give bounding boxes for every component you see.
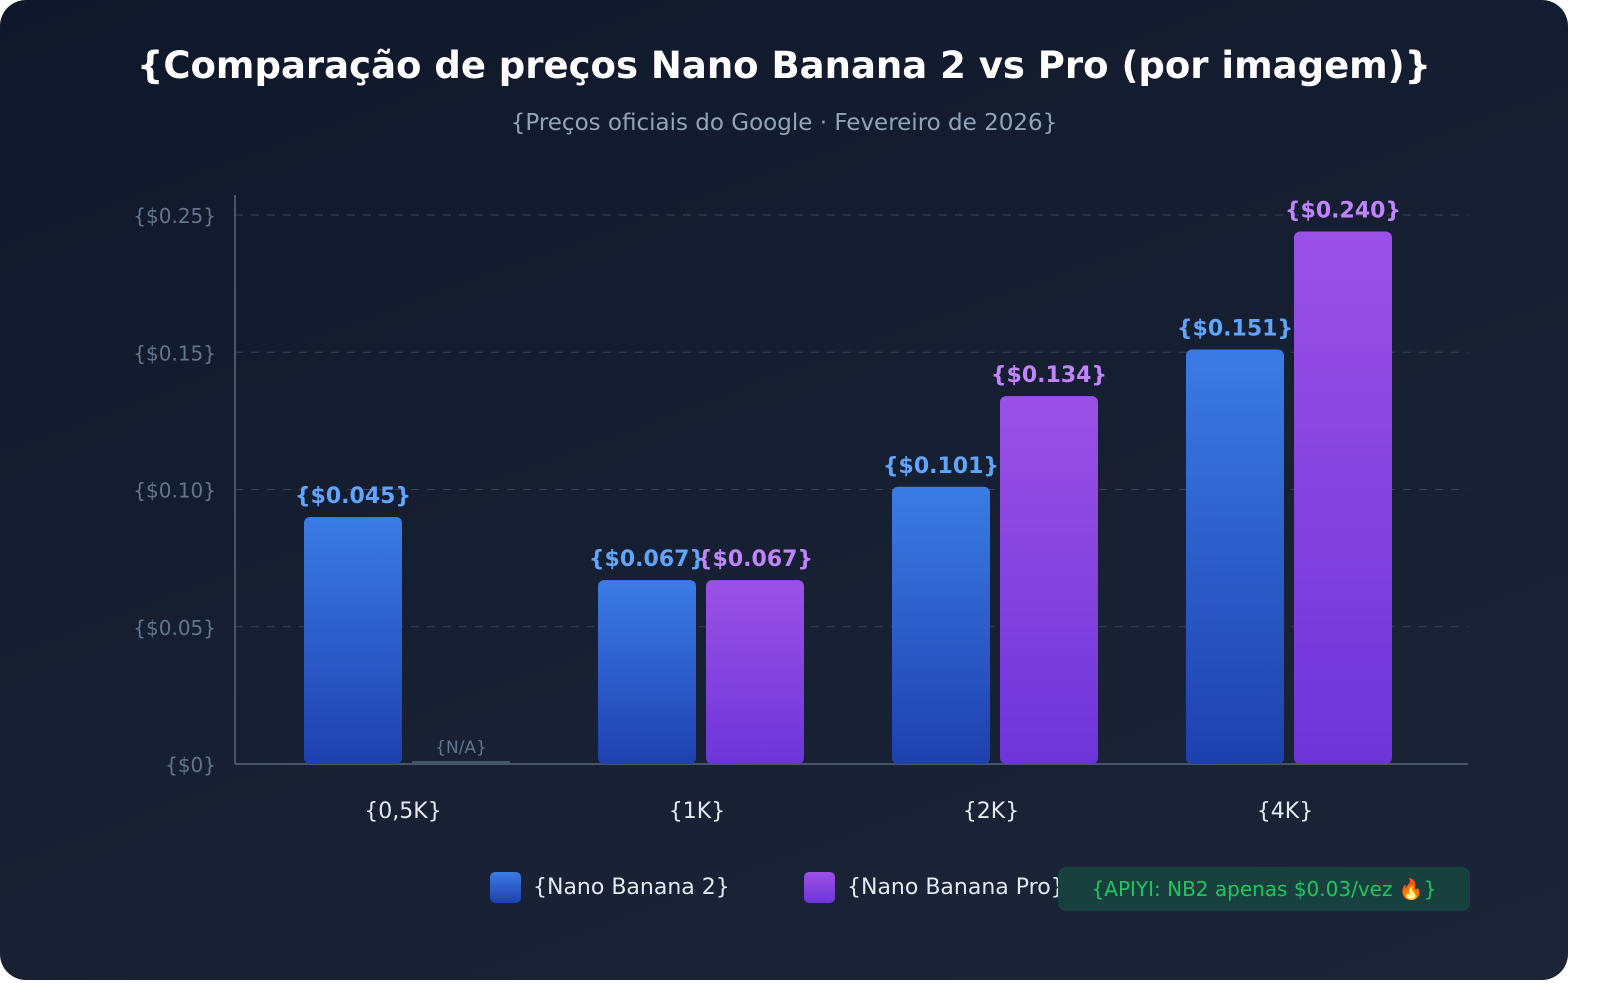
chart-title: {Comparação de preços Nano Banana 2 vs P… (137, 44, 1431, 87)
bar-label: {$0.151} (1177, 317, 1293, 342)
bar (1294, 231, 1392, 765)
apiyi-annotation: {APIYI: NB2 apenas $0.03/vez 🔥} (1058, 867, 1470, 911)
bar (1186, 349, 1284, 764)
bar (892, 486, 990, 764)
legend-label: {Nano Banana 2} (533, 875, 730, 900)
bar-label: {$0.067} (697, 547, 813, 572)
chart-card: {Comparação de preços Nano Banana 2 vs P… (0, 0, 1568, 980)
y-tick-label: {$0.05} (133, 616, 216, 640)
legend-item-nano-banana-2: {Nano Banana 2} (490, 872, 730, 903)
legend-item-nano-banana-pro: {Nano Banana Pro} (804, 872, 1065, 903)
bar-label: {$0.067} (589, 547, 705, 572)
bar (706, 580, 804, 764)
y-tick-label: {$0.10} (133, 479, 216, 503)
x-tick-label: {2K} (963, 799, 1019, 824)
bar (304, 516, 402, 764)
legend-swatch (804, 872, 835, 903)
bar-label: {$0.240} (1285, 198, 1401, 223)
legend-label: {Nano Banana Pro} (847, 875, 1065, 900)
x-tick-label: {0,5K} (364, 799, 441, 824)
y-tick-label: {$0.25} (133, 204, 216, 228)
y-tick-label: {$0} (165, 753, 216, 777)
chart-subtitle: {Preços oficiais do Google · Fevereiro d… (510, 110, 1058, 136)
bar-label: {$0.134} (991, 363, 1107, 388)
bar-chart: {$0} {$0.05} {$0.10} {$0.15} {$0.25} {0,5K} {$… (133, 195, 1468, 824)
bar (1000, 396, 1098, 764)
bar-label: {$0.045} (295, 484, 411, 509)
x-tick-label: {4K} (1257, 799, 1313, 824)
y-tick-label: {$0.15} (133, 341, 216, 365)
x-tick-label: {1K} (669, 799, 725, 824)
bar-label: {N/A} (435, 738, 487, 758)
bar-label: {$0.101} (883, 454, 999, 479)
bar (598, 580, 696, 764)
bar-na (412, 761, 510, 764)
legend-swatch (490, 872, 521, 903)
